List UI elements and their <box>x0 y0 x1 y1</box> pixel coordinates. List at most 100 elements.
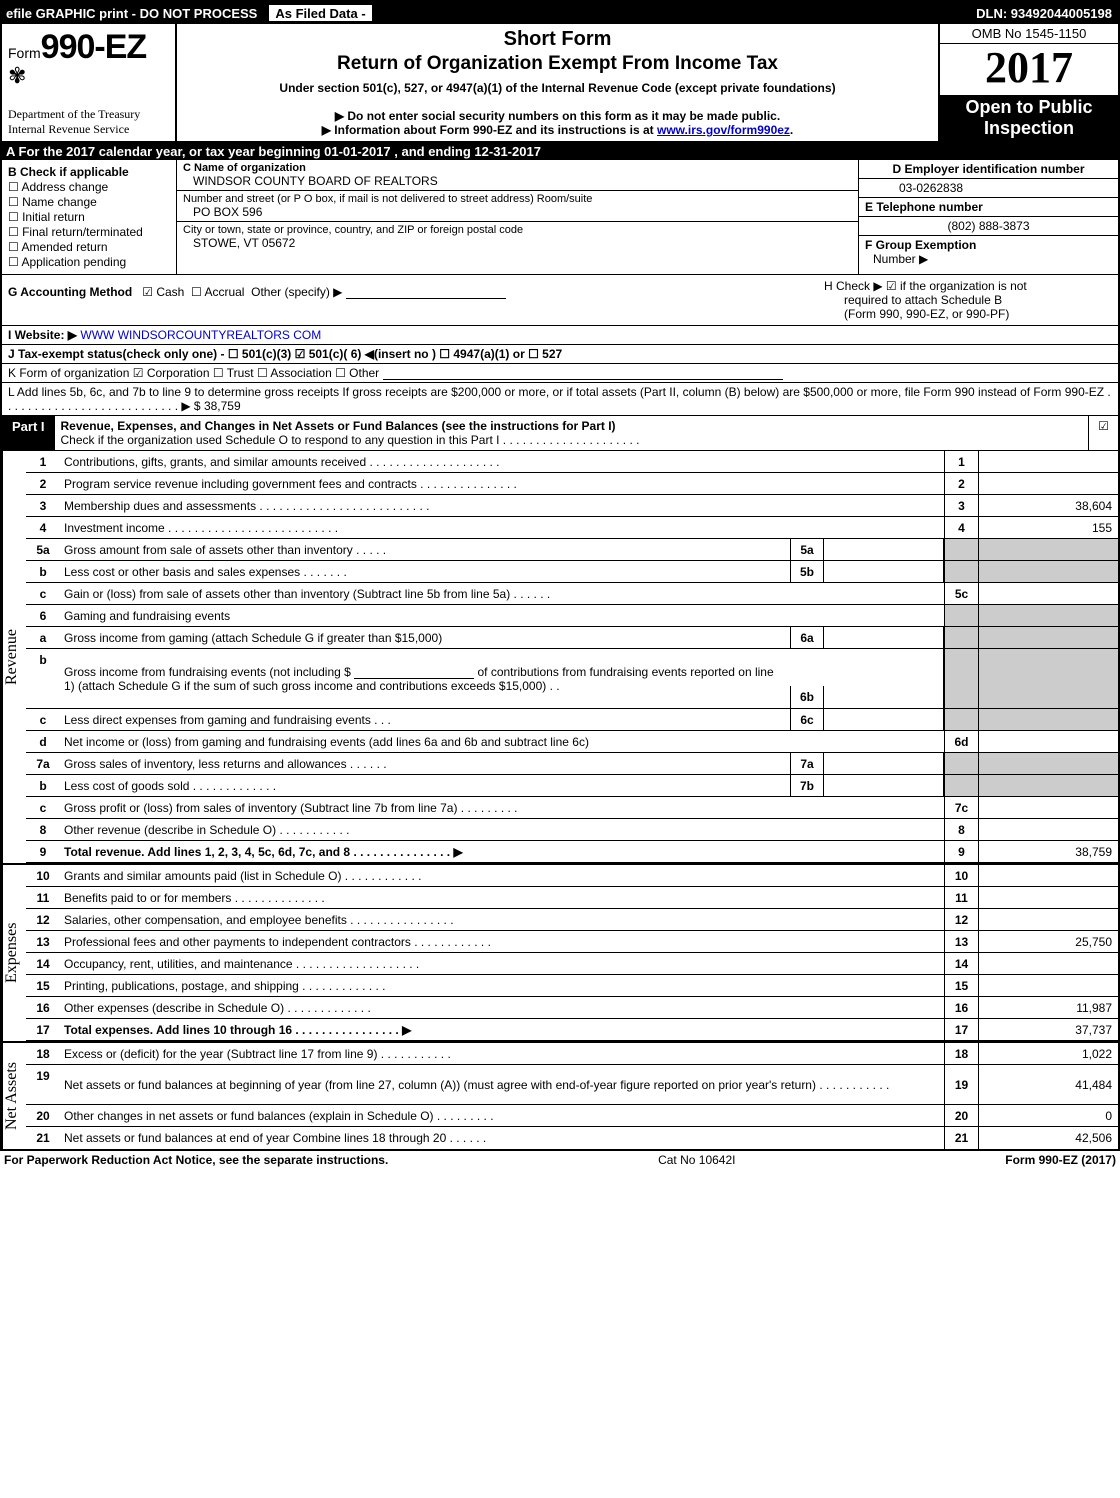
c-city-block: City or town, state or province, country… <box>177 222 858 274</box>
chk-initial-return[interactable]: Initial return <box>8 210 170 224</box>
form-number-big: 990-EZ <box>41 28 147 66</box>
c-label: C Name of organization <box>183 162 852 174</box>
val-6a <box>824 627 944 648</box>
revenue-body: 1 Contributions, gifts, grants, and simi… <box>26 451 1118 863</box>
line-15: 15 Printing, publications, postage, and … <box>26 975 1118 997</box>
row-k-form-org: K Form of organization ☑ Corporation ☐ T… <box>2 364 1118 383</box>
irs-link[interactable]: www.irs.gov/form990ez <box>657 123 790 137</box>
open-to-public: Open to Public Inspection <box>940 95 1118 141</box>
omb-number: OMB No 1545-1150 <box>940 24 1118 44</box>
line-6c: c Less direct expenses from gaming and f… <box>26 709 1118 731</box>
chk-accrual[interactable]: Accrual <box>191 285 244 299</box>
line-16: 16 Other expenses (describe in Schedule … <box>26 997 1118 1019</box>
title-short-form: Short Form <box>185 28 930 51</box>
other-specify: Other (specify) ▶ <box>251 285 342 299</box>
telephone-value: (802) 888-3873 <box>859 217 1118 236</box>
line-6: 6 Gaming and fundraising events <box>26 605 1118 627</box>
chk-application-pending[interactable]: Application pending <box>8 255 170 269</box>
revenue-section: Revenue 1 Contributions, gifts, grants, … <box>2 451 1118 863</box>
instruction-2: ▶ Information about Form 990-EZ and its … <box>185 123 930 137</box>
section-c: C Name of organization WINDSOR COUNTY BO… <box>177 160 858 274</box>
line-5b: b Less cost or other basis and sales exp… <box>26 561 1118 583</box>
val-10 <box>978 865 1118 886</box>
line-20: 20 Other changes in net assets or fund b… <box>26 1105 1118 1127</box>
g-accounting: G Accounting Method Cash Accrual Other (… <box>2 275 818 325</box>
val-15 <box>978 975 1118 996</box>
expenses-section: Expenses 10 Grants and similar amounts p… <box>2 863 1118 1041</box>
line-7c: c Gross profit or (loss) from sales of i… <box>26 797 1118 819</box>
part-i-title: Revenue, Expenses, and Changes in Net As… <box>55 416 1088 450</box>
footer-cat: Cat No 10642I <box>658 1153 735 1167</box>
val-13: 25,750 <box>978 931 1118 952</box>
val-19: 41,484 <box>978 1065 1118 1104</box>
val-1 <box>978 451 1118 472</box>
treasury-seal-icon: ✾ <box>8 63 169 89</box>
chk-final-return[interactable]: Final return/terminated <box>8 225 170 239</box>
footer-form: Form 990-EZ (2017) <box>1005 1153 1116 1167</box>
line-8: 8 Other revenue (describe in Schedule O)… <box>26 819 1118 841</box>
netassets-side-label: Net Assets <box>2 1043 26 1149</box>
chk-cash[interactable]: Cash <box>142 285 184 299</box>
chk-address-change[interactable]: Address change <box>8 180 170 194</box>
line-6d: d Net income or (loss) from gaming and f… <box>26 731 1118 753</box>
val-3: 38,604 <box>978 495 1118 516</box>
line-7b: b Less cost of goods sold . . . . . . . … <box>26 775 1118 797</box>
d-label: D Employer identification number <box>859 160 1118 179</box>
f-group-exemption: F Group Exemption Number ▶ <box>859 236 1118 268</box>
val-18: 1,022 <box>978 1043 1118 1064</box>
k-other-input[interactable] <box>383 366 783 380</box>
dept-line1: Department of the Treasury <box>8 107 169 122</box>
header-instructions: ▶ Do not enter social security numbers o… <box>185 109 930 137</box>
line-12: 12 Salaries, other compensation, and emp… <box>26 909 1118 931</box>
other-specify-input[interactable] <box>346 285 506 299</box>
line-1: 1 Contributions, gifts, grants, and simi… <box>26 451 1118 473</box>
title-return: Return of Organization Exempt From Incom… <box>185 53 930 75</box>
val-21: 42,506 <box>978 1127 1118 1149</box>
val-16: 11,987 <box>978 997 1118 1018</box>
val-5b <box>824 561 944 582</box>
line-6a: a Gross income from gaming (attach Sched… <box>26 627 1118 649</box>
form-header: Form990-EZ ✾ Department of the Treasury … <box>2 24 1118 143</box>
line-5a: 5a Gross amount from sale of assets othe… <box>26 539 1118 561</box>
6b-contrib-input[interactable] <box>354 665 474 679</box>
chk-amended-return[interactable]: Amended return <box>8 240 170 254</box>
addr-label: Number and street (or P O box, if mail i… <box>183 193 852 205</box>
val-14 <box>978 953 1118 974</box>
org-addr: PO BOX 596 <box>183 205 852 219</box>
page-footer: For Paperwork Reduction Act Notice, see … <box>0 1151 1120 1169</box>
row-i-website: I Website: ▶ WWW WINDSORCOUNTYREALTORS C… <box>2 326 1118 345</box>
subtitle-under: Under section 501(c), 527, or 4947(a)(1)… <box>185 81 930 95</box>
row-g-h: G Accounting Method Cash Accrual Other (… <box>2 275 1118 326</box>
line-5c: c Gain or (loss) from sale of assets oth… <box>26 583 1118 605</box>
val-11 <box>978 887 1118 908</box>
form-number: Form990-EZ <box>8 28 169 67</box>
dln: DLN: 93492044005198 <box>976 6 1118 21</box>
org-city: STOWE, VT 05672 <box>183 236 852 250</box>
row-l-gross-receipts: L Add lines 5b, 6c, and 7b to line 9 to … <box>2 383 1118 416</box>
as-filed-box: As Filed Data - <box>267 3 373 23</box>
line-3: 3 Membership dues and assessments . . . … <box>26 495 1118 517</box>
c-addr-block: Number and street (or P O box, if mail i… <box>177 191 858 222</box>
val-8 <box>978 819 1118 840</box>
form-990ez: efile GRAPHIC print - DO NOT PROCESS As … <box>0 0 1120 1151</box>
netassets-section: Net Assets 18 Excess or (deficit) for th… <box>2 1041 1118 1149</box>
expenses-body: 10 Grants and similar amounts paid (list… <box>26 865 1118 1041</box>
line-11: 11 Benefits paid to or for members . . .… <box>26 887 1118 909</box>
val-6c <box>824 709 944 730</box>
h-schedule-b: H Check ▶ ☑ if the organization is not r… <box>818 275 1118 325</box>
line-4: 4 Investment income . . . . . . . . . . … <box>26 517 1118 539</box>
netassets-body: 18 Excess or (deficit) for the year (Sub… <box>26 1043 1118 1149</box>
chk-name-change[interactable]: Name change <box>8 195 170 209</box>
val-2 <box>978 473 1118 494</box>
part-i-checkbox[interactable]: ☑ <box>1088 416 1118 450</box>
tax-year: 2017 <box>940 44 1118 92</box>
val-6b <box>824 649 944 708</box>
line-10: 10 Grants and similar amounts paid (list… <box>26 865 1118 887</box>
val-7c <box>978 797 1118 818</box>
instruction-1: ▶ Do not enter social security numbers o… <box>185 109 930 123</box>
expenses-side-label: Expenses <box>2 865 26 1041</box>
section-d-e-f: D Employer identification number 03-0262… <box>858 160 1118 274</box>
efile-topbar: efile GRAPHIC print - DO NOT PROCESS As … <box>2 2 1118 24</box>
website-link[interactable]: WWW WINDSORCOUNTYREALTORS COM <box>80 328 321 342</box>
e-label: E Telephone number <box>865 200 983 214</box>
